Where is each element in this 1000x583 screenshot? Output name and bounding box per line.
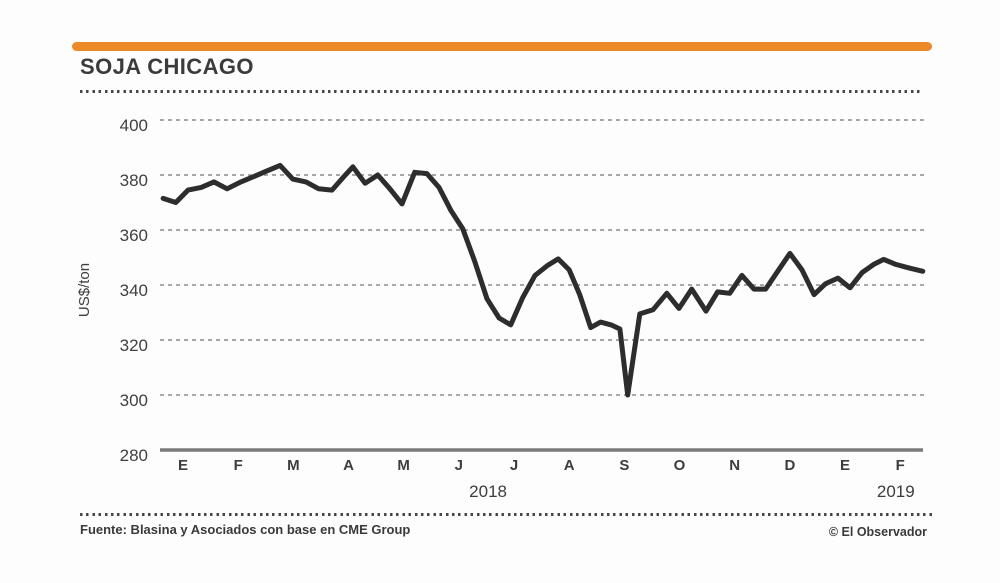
x-tick-label-10-N: N bbox=[729, 457, 741, 474]
x-tick-label-3-A: A bbox=[343, 457, 354, 474]
y-tick-label-320: 320 bbox=[119, 336, 148, 355]
y-tick-label-380: 380 bbox=[119, 171, 148, 190]
x-tick-label-5-J: J bbox=[454, 457, 464, 474]
y-tick-label-340: 340 bbox=[119, 281, 148, 300]
source-note: Fuente: Blasina y Asociados con base en … bbox=[80, 522, 411, 537]
x-tick-label-4-M: M bbox=[397, 457, 410, 474]
y-tick-label-300: 300 bbox=[119, 391, 148, 410]
year-label-2019: 2019 bbox=[876, 482, 915, 501]
x-tick-label-1-F: F bbox=[233, 457, 243, 474]
x-tick-label-0-E: E bbox=[177, 457, 188, 474]
x-tick-label-11-D: D bbox=[784, 457, 796, 474]
page-title: SOJA CHICAGO bbox=[80, 54, 254, 79]
y-tick-label-280: 280 bbox=[119, 446, 148, 465]
footer-separator bbox=[80, 513, 933, 516]
accent-bar bbox=[72, 42, 932, 51]
x-tick-label-6-J: J bbox=[509, 457, 519, 474]
x-tick-label-8-S: S bbox=[619, 457, 630, 474]
year-label-2018: 2018 bbox=[469, 482, 507, 501]
x-tick-label-13-F: F bbox=[895, 457, 905, 474]
x-tick-label-7-A: A bbox=[563, 457, 575, 474]
title-separator bbox=[80, 90, 922, 93]
y-tick-label-400: 400 bbox=[119, 116, 148, 135]
x-tick-label-9-O: O bbox=[673, 457, 686, 474]
y-tick-label-360: 360 bbox=[119, 226, 148, 245]
gridlines bbox=[160, 119, 926, 396]
y-axis-title: US$/ton bbox=[76, 262, 93, 318]
credit-note: © El Observador bbox=[828, 525, 927, 539]
x-tick-label-12-E: E bbox=[840, 457, 851, 474]
x-tick-label-2-M: M bbox=[287, 457, 300, 474]
price-line bbox=[160, 162, 926, 398]
